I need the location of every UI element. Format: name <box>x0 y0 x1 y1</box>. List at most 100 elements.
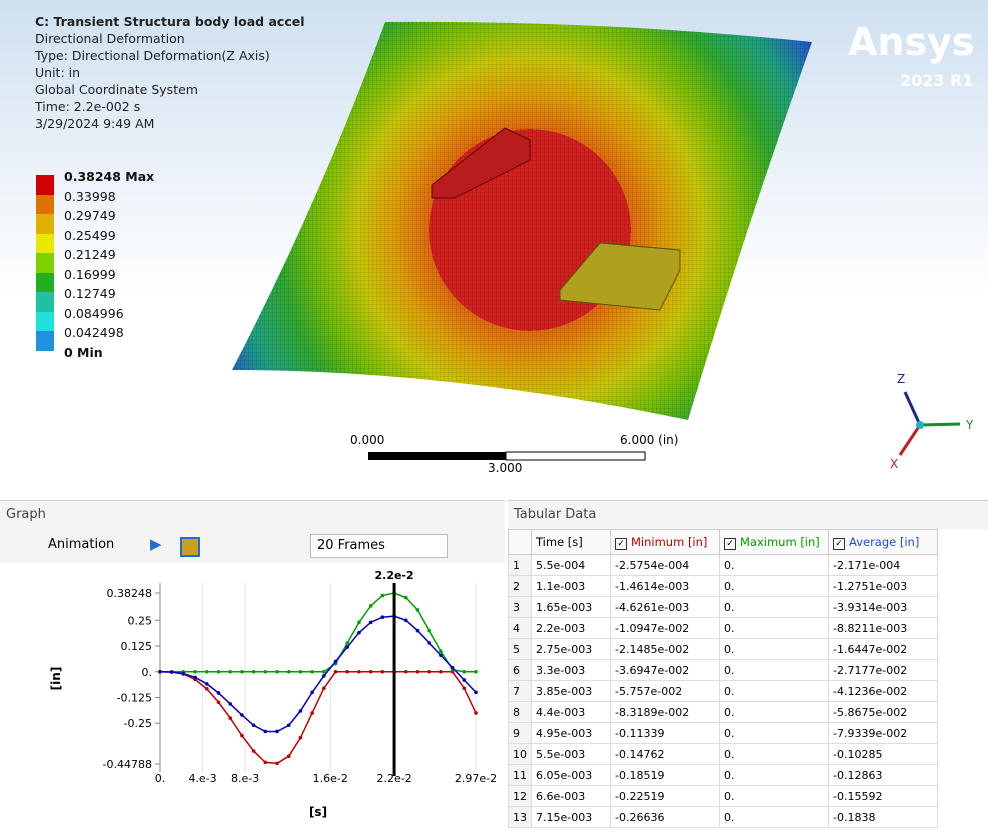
cell: 0. <box>720 555 829 576</box>
triad-label: Y <box>965 418 974 432</box>
legend-swatch <box>36 273 54 293</box>
play-button[interactable]: ▶ <box>150 535 162 553</box>
row: 63.3e-003-3.6947e-0020.-2.7177e-002 <box>509 660 938 681</box>
point <box>240 734 244 738</box>
cell: -5.757e-002 <box>611 681 720 702</box>
cell: -1.0947e-002 <box>611 618 720 639</box>
legend-label: 0.25499 <box>64 228 116 243</box>
frames-dropdown[interactable]: 20 Frames <box>310 534 448 558</box>
point <box>205 687 209 691</box>
point <box>264 670 268 674</box>
point <box>334 670 338 674</box>
row: 42.2e-003-1.0947e-0020.-8.8211e-003 <box>509 618 938 639</box>
point <box>299 670 303 674</box>
cell: 0. <box>720 618 829 639</box>
cell: -8.3189e-002 <box>611 702 720 723</box>
cell: 5 <box>509 639 532 660</box>
legend-swatch <box>36 253 54 273</box>
cell: 0. <box>720 723 829 744</box>
table-panel: Tabular Data Time [s]✓Minimum [in]✓Maxim… <box>508 500 988 833</box>
cell: -7.9339e-002 <box>829 723 938 744</box>
triad-axis <box>905 392 920 425</box>
point <box>357 631 361 635</box>
cell: 13 <box>509 807 532 828</box>
viewport[interactable]: 0.000 6.000 (in) 3.000 Z Y X Ansys 2023 … <box>0 0 988 492</box>
y-tick-label: 0.25 <box>128 614 153 627</box>
cell: -0.18519 <box>611 765 720 786</box>
point <box>322 686 326 690</box>
point <box>474 711 478 715</box>
row: 21.1e-003-1.4614e-0030.-1.2751e-003 <box>509 576 938 597</box>
scale-bar <box>368 452 506 460</box>
legend-label: 0.12749 <box>64 286 116 301</box>
legend-swatch <box>36 175 54 195</box>
header-line: Directional Deformation <box>35 31 185 47</box>
point <box>322 674 326 678</box>
column-header: Time [s] <box>532 530 611 555</box>
legend-swatch <box>36 292 54 312</box>
header-line: C: Transient Structura body load accel <box>35 14 305 30</box>
point <box>416 670 420 674</box>
cell: -0.1838 <box>829 807 938 828</box>
cell: 9 <box>509 723 532 744</box>
cell: -0.12863 <box>829 765 938 786</box>
cell: -2.171e-004 <box>829 555 938 576</box>
cell: -5.8675e-002 <box>829 702 938 723</box>
point <box>334 660 338 664</box>
scale-label: 3.000 <box>488 461 522 475</box>
x-tick-label: 0. <box>155 772 166 785</box>
stop-button[interactable] <box>180 537 200 557</box>
triad-origin <box>916 421 924 429</box>
header-line: Unit: in <box>35 65 80 81</box>
point <box>310 691 314 695</box>
cell: -3.6947e-002 <box>611 660 720 681</box>
point <box>310 711 314 715</box>
triad-axis <box>920 424 960 425</box>
checkbox: ✓ <box>724 538 736 550</box>
cell: 5.5e-004 <box>532 555 611 576</box>
scale-label: 6.000 (in) <box>620 433 678 447</box>
column-header: ✓Maximum [in] <box>720 530 829 555</box>
y-tick-label: -0.125 <box>117 692 152 705</box>
cell: 6.6e-003 <box>532 786 611 807</box>
cell: 3 <box>509 597 532 618</box>
column-header: ✓Average [in] <box>829 530 938 555</box>
logo: Ansys <box>848 20 974 64</box>
cell: 0. <box>720 765 829 786</box>
point <box>182 672 186 676</box>
x-tick-label: 1.6e-2 <box>313 772 348 785</box>
y-axis-label: [in] <box>49 667 63 691</box>
legend-label: 0.16999 <box>64 267 116 282</box>
cell: 3.3e-003 <box>532 660 611 681</box>
cell: -2.1485e-002 <box>611 639 720 660</box>
cell: 2 <box>509 576 532 597</box>
point <box>474 670 478 674</box>
column-title: Average [in] <box>849 535 919 549</box>
point <box>264 761 268 765</box>
point <box>416 629 420 633</box>
legend-label: 0.084996 <box>64 306 124 321</box>
header-line: 3/29/2024 9:49 AM <box>35 116 154 132</box>
legend-swatch <box>36 331 54 351</box>
cell: -4.6261e-003 <box>611 597 720 618</box>
point <box>345 670 349 674</box>
cell: 0. <box>720 639 829 660</box>
point <box>439 653 443 657</box>
cell: 6 <box>509 660 532 681</box>
cell: 11 <box>509 765 532 786</box>
toolbar: Animation ▶ 20 Frames <box>0 529 505 563</box>
cell: 8 <box>509 702 532 723</box>
page: {"viewport":{"header":["C: Transient Str… <box>0 0 988 832</box>
legend-label: 0 Min <box>64 345 103 360</box>
point <box>170 670 174 674</box>
header-row: Time [s]✓Minimum [in]✓Maximum [in]✓Avera… <box>509 530 938 555</box>
point <box>439 670 443 674</box>
point <box>217 670 221 674</box>
point <box>427 670 431 674</box>
version: 2023 R1 <box>900 71 974 90</box>
checkbox: ✓ <box>615 538 627 550</box>
scale-bar <box>506 452 645 460</box>
cell: -0.15592 <box>829 786 938 807</box>
x-tick-label: 2.97e-2 <box>455 772 497 785</box>
